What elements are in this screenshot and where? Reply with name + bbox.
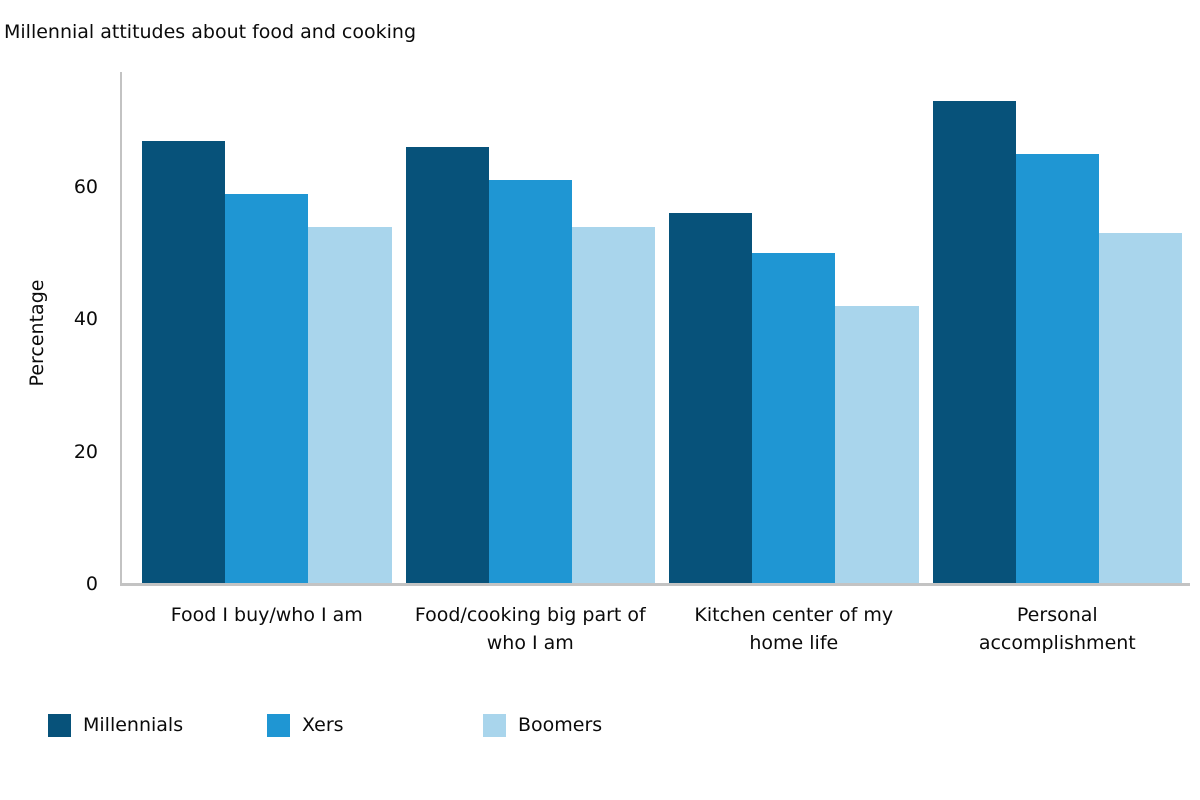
- bar-boomers-food-i-buy-who-i-am: [308, 226, 392, 584]
- legend-label-xers: Xers: [302, 714, 344, 736]
- x-category-label-line: accomplishment: [978, 632, 1136, 654]
- legend-item-xers: Xers: [267, 712, 344, 738]
- x-category-label-line: Kitchen center of my: [694, 604, 894, 626]
- x-axis-line: [120, 583, 1190, 586]
- y-axis-line: [120, 72, 122, 585]
- bar-millennials-food-i-buy-who-i-am: [142, 140, 226, 584]
- bar-boomers-food-cooking-big-part-of-who-i-am: [571, 226, 656, 584]
- bar-xers-personal-accomplishment: [1015, 153, 1099, 584]
- bar-boomers-kitchen-center-of-my-home-life: [835, 306, 919, 584]
- x-category-label-line: Food I buy/who I am: [170, 604, 363, 626]
- chart-title: Millennial attitudes about food and cook…: [4, 21, 417, 43]
- x-category-label-food-i-buy-who-i-am: Food I buy/who I am: [127, 601, 407, 629]
- bar-millennials-kitchen-center-of-my-home-life: [669, 213, 753, 584]
- x-category-label-line: Personal: [1016, 604, 1098, 626]
- y-tick-label-60: 60: [73, 175, 98, 198]
- legend-swatch-millennials: [48, 713, 71, 737]
- legend-item-boomers: Boomers: [483, 712, 602, 738]
- bar-millennials-personal-accomplishment: [932, 100, 1016, 584]
- bar-xers-food-cooking-big-part-of-who-i-am: [488, 180, 572, 584]
- x-category-label-line: Food/cooking big part of: [414, 604, 646, 626]
- x-category-label-line: who I am: [486, 632, 574, 654]
- legend: Millennials Xers Boomers: [0, 712, 1200, 742]
- bar-xers-kitchen-center-of-my-home-life: [752, 253, 836, 584]
- legend-item-millennials: Millennials: [48, 712, 183, 738]
- bar-xers-food-i-buy-who-i-am: [225, 193, 309, 584]
- x-category-label-line: home life: [749, 632, 839, 654]
- y-tick-label-40: 40: [73, 308, 98, 331]
- legend-swatch-xers: [267, 713, 290, 737]
- y-tick-label-20: 20: [73, 440, 98, 463]
- y-tick-label-0: 0: [85, 573, 98, 595]
- legend-label-millennials: Millennials: [83, 714, 184, 736]
- x-category-label-kitchen-center-of-my-home-life: Kitchen center of my home life: [654, 601, 934, 657]
- legend-swatch-boomers: [483, 713, 506, 737]
- x-category-label-personal-accomplishment: Personal accomplishment: [917, 601, 1197, 657]
- bar-boomers-personal-accomplishment: [1098, 233, 1183, 584]
- x-category-label-food-cooking-big-part-of-who-i-am: Food/cooking big part of who I am: [390, 601, 670, 657]
- bar-millennials-food-cooking-big-part-of-who-i-am: [405, 147, 489, 584]
- legend-label-boomers: Boomers: [518, 714, 603, 736]
